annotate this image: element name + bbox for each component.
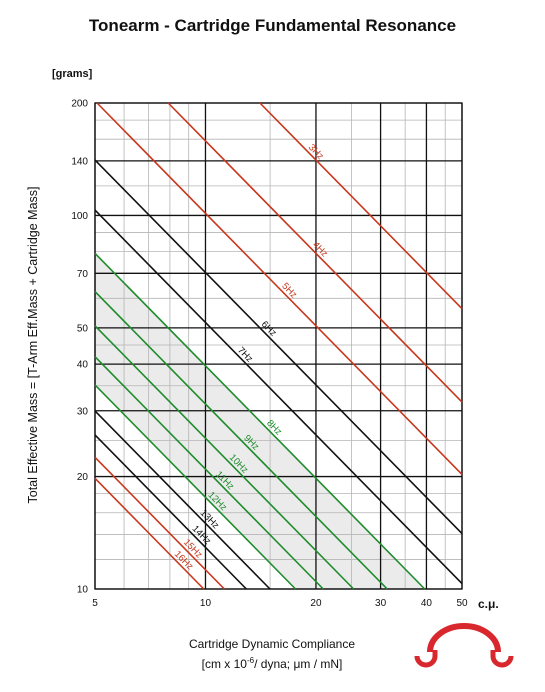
series-label-6hz: 6Hz xyxy=(259,319,279,339)
series-line-14hz xyxy=(94,434,247,590)
series-line-8hz xyxy=(94,252,426,590)
y-unit-label: [grams] xyxy=(52,68,93,80)
series-line-12hz xyxy=(94,384,297,590)
logo-headband xyxy=(427,623,501,653)
y-tick-label: 30 xyxy=(77,406,89,417)
logo-right-cup xyxy=(490,650,514,668)
series-line-4hz xyxy=(167,102,463,403)
series-line-5hz xyxy=(96,102,463,475)
x-tick-label: 40 xyxy=(421,598,433,609)
series-line-7hz xyxy=(94,209,463,585)
x-tick-label: 50 xyxy=(456,598,468,609)
series-line-3hz xyxy=(259,102,463,310)
y-tick-label: 140 xyxy=(71,156,88,167)
series-line-16hz xyxy=(94,477,205,590)
x-axis-units: [cm x 10-6/ dyna; μm / mN] xyxy=(152,656,392,671)
x-tick-label: 20 xyxy=(310,598,322,609)
y-tick-label: 20 xyxy=(77,472,89,483)
x-units-prefix: [cm x 10 xyxy=(201,657,247,671)
x-units-exponent: -6 xyxy=(246,656,255,665)
series-line-9hz xyxy=(94,291,388,590)
chart-title: Tonearm - Cartridge Fundamental Resonanc… xyxy=(88,16,457,35)
series-line-6hz xyxy=(94,159,463,535)
x-units-suffix: / dyna; μm / mN] xyxy=(254,657,343,671)
y-tick-label: 40 xyxy=(77,360,89,371)
series-label-4hz: 4Hz xyxy=(310,240,330,260)
x-tick-label: 10 xyxy=(200,598,212,609)
plot-frame xyxy=(94,102,463,590)
x-tick-label: 5 xyxy=(92,598,98,609)
y-tick-label: 100 xyxy=(71,211,88,222)
series-line-15hz xyxy=(94,456,225,590)
y-tick-label: 50 xyxy=(77,323,89,334)
series-line-10hz xyxy=(94,325,355,590)
x-tick-label: 30 xyxy=(375,598,387,609)
y-tick-label: 10 xyxy=(77,585,89,596)
y-tick-label: 200 xyxy=(71,99,88,110)
series-label-3hz: 3Hz xyxy=(306,142,326,162)
x-axis-title: Cartridge Dynamic Compliance xyxy=(188,637,356,651)
headphone-logo-icon xyxy=(414,623,514,668)
series-line-13hz xyxy=(94,410,271,590)
x-unit-label: c.μ. xyxy=(478,597,499,611)
y-tick-label: 70 xyxy=(77,269,89,280)
series-line-11hz xyxy=(94,356,324,590)
series-label-7hz: 7Hz xyxy=(235,345,255,365)
logo-left-cup xyxy=(414,650,438,668)
series-label-5hz: 5Hz xyxy=(279,281,299,301)
